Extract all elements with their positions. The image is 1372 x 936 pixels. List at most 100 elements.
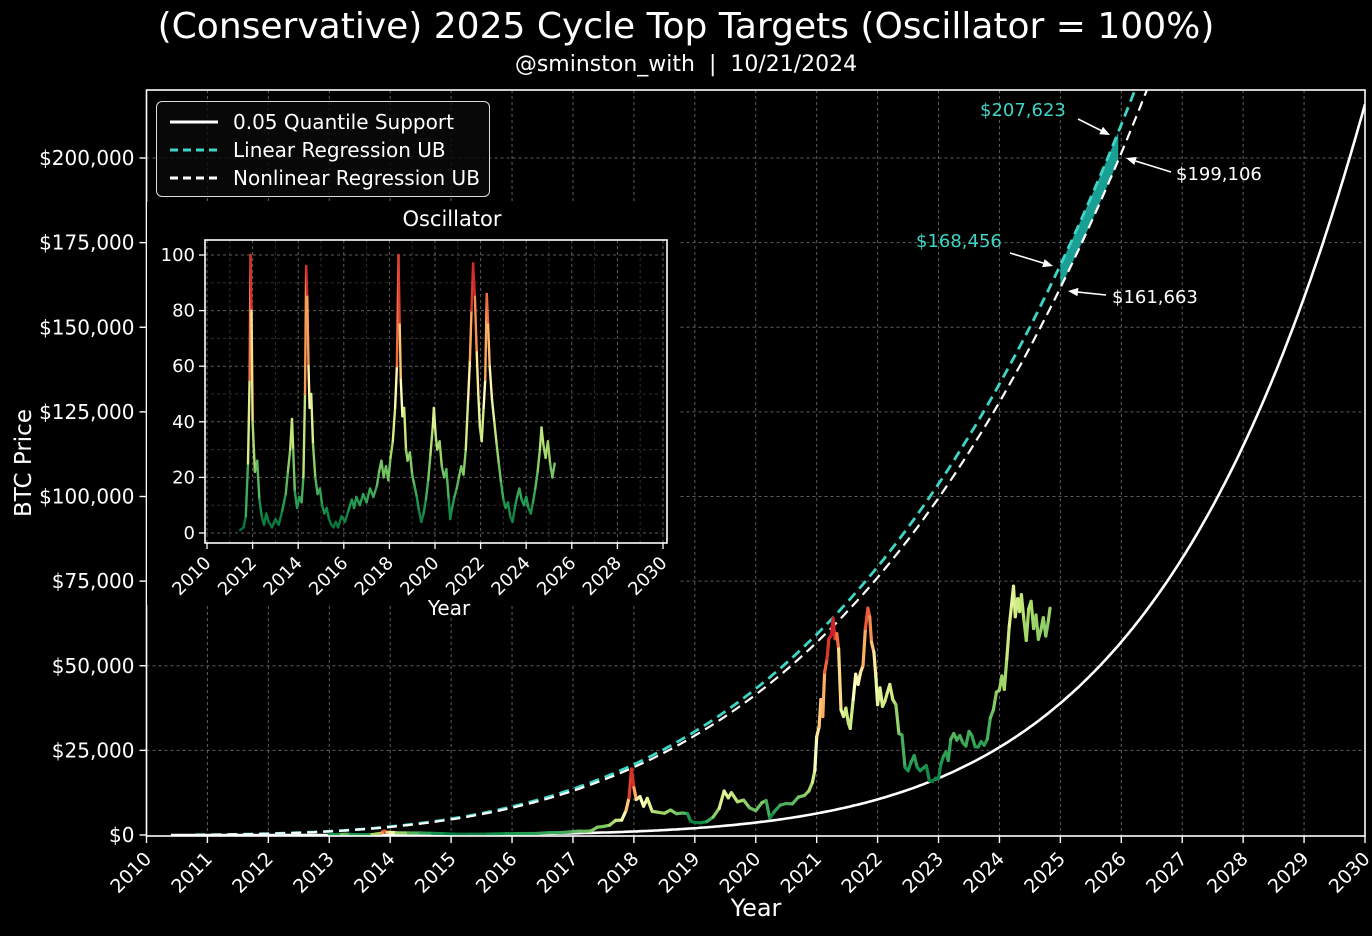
oscillator-line-segment xyxy=(244,462,250,518)
btc-price-line-segment xyxy=(629,767,636,790)
annotation-arrowhead xyxy=(1099,126,1110,135)
oscillator-line-segment xyxy=(438,440,443,468)
oscillator-line-segment xyxy=(497,462,503,485)
btc-price-line-segment xyxy=(900,733,907,769)
oscillator-line-segment xyxy=(546,440,552,465)
btc-price-line-segment xyxy=(534,831,551,836)
oscillator-line-segment xyxy=(415,495,421,512)
main-x-tick-label: 2019 xyxy=(655,848,705,898)
oscillator-line-segment xyxy=(529,501,535,515)
main-x-tick-label: 2020 xyxy=(716,848,766,898)
btc-price-line-segment xyxy=(869,640,876,654)
btc-price-line-segment xyxy=(822,657,829,675)
oscillator-line-segment xyxy=(486,323,491,368)
annotation-linear-ub-high: $207,623 xyxy=(980,100,1066,121)
oscillator-line-segment xyxy=(449,506,454,521)
chart-subtitle: @sminston_with | 10/21/2024 xyxy=(514,52,858,77)
main-y-tick-label: $125,000 xyxy=(39,400,134,424)
main-x-tick-label: 2017 xyxy=(533,848,583,898)
main-x-tick-label: 2011 xyxy=(167,848,217,898)
btc-price-line-segment xyxy=(964,729,971,748)
oscillator-line-segment xyxy=(513,495,519,510)
btc-price-line-segment xyxy=(559,829,575,835)
oscillator-line-segment xyxy=(306,295,310,368)
legend-line-solid-icon xyxy=(170,120,218,124)
btc-price-line-segment xyxy=(991,690,999,712)
oscillator-line-segment xyxy=(427,454,432,482)
main-y-tick-label: $25,000 xyxy=(52,738,135,762)
btc-price-line-segment xyxy=(711,806,721,819)
main-x-tick-label: 2030 xyxy=(1325,848,1372,898)
oscillator-line-segment xyxy=(403,406,408,451)
oscillator-line-segment xyxy=(343,509,350,524)
btc-price-line-segment xyxy=(1005,625,1011,661)
inset-y-tick-label: 0 xyxy=(184,523,195,544)
main-x-tick-label: 2015 xyxy=(411,848,461,898)
btc-price-line-segment xyxy=(1007,603,1014,629)
oscillator-line-segment xyxy=(495,442,500,465)
oscillator-line-segment xyxy=(258,498,263,518)
y-axis-label: BTC Price xyxy=(11,409,37,517)
main-x-tick-label: 2025 xyxy=(1020,848,1070,898)
oscillator-line-segment xyxy=(464,398,470,451)
oscillator-line-segment xyxy=(398,323,402,382)
oscillator-line-segment xyxy=(393,365,399,410)
annotation-arrow xyxy=(1009,252,1044,264)
oscillator-line-segment xyxy=(540,426,545,446)
inset-x-axis-label: Year xyxy=(427,596,471,620)
inset-plot-frame xyxy=(204,239,668,544)
oscillator-line-segment xyxy=(365,487,372,504)
oscillator-line-segment xyxy=(302,392,307,479)
annotation-arrowhead xyxy=(1068,287,1079,297)
btc-price-line-segment xyxy=(836,647,843,712)
oscillator-line-segment xyxy=(372,484,379,499)
legend: 0.05 Quantile Support Linear Regression … xyxy=(156,101,490,197)
oscillator-line-segment xyxy=(270,517,277,529)
main-x-tick-label: 2013 xyxy=(289,848,339,898)
btc-price-line-segment xyxy=(844,706,851,725)
oscillator-line-segment xyxy=(311,442,317,479)
btc-price-line-segment xyxy=(810,769,817,785)
oscillator-line-segment xyxy=(450,495,456,510)
legend-label: Nonlinear Regression UB xyxy=(233,166,480,190)
oscillator-line-segment xyxy=(375,470,381,487)
main-x-tick-label: 2022 xyxy=(837,848,887,898)
btc-price-line-segment xyxy=(764,798,772,820)
inset-y-tick-label: 20 xyxy=(172,467,195,488)
oscillator-line-segment xyxy=(256,459,261,501)
oscillator-line-segment xyxy=(471,262,477,298)
oscillator-line-segment xyxy=(305,264,309,298)
legend-line-cyan-dashed-icon xyxy=(170,148,218,152)
oscillator-line-segment xyxy=(429,426,434,457)
inset-y-tick-label: 40 xyxy=(172,412,195,433)
btc-price-line-segment xyxy=(624,796,631,813)
oscillator-line-segment xyxy=(413,484,418,499)
main-x-tick-label: 2029 xyxy=(1264,848,1314,898)
main-x-tick-label: 2021 xyxy=(776,848,826,898)
main-x-tick-label: 2018 xyxy=(594,848,644,898)
main-x-tick-label: 2024 xyxy=(959,848,1009,898)
oscillator-line-segment xyxy=(286,448,292,473)
btc-price-line-segment xyxy=(856,670,863,687)
oscillator-line-segment xyxy=(408,451,414,476)
btc-price-line-segment xyxy=(936,762,943,781)
btc-price-line-segment xyxy=(729,791,740,804)
btc-price-line-segment xyxy=(1044,620,1050,638)
oscillator-line-segment xyxy=(493,420,498,446)
oscillator-line-segment xyxy=(534,470,539,490)
btc-price-line-segment xyxy=(1046,606,1052,624)
btc-price-line-segment xyxy=(754,801,764,813)
main-x-tick-label: 2010 xyxy=(106,848,156,898)
oscillator-line-segment xyxy=(466,359,472,401)
btc-price-line-segment xyxy=(970,734,977,749)
main-y-tick-label: $100,000 xyxy=(39,485,134,509)
inset-y-tick-label: 100 xyxy=(161,245,195,266)
main-x-tick-label: 2027 xyxy=(1142,848,1192,898)
btc-price-line-segment xyxy=(815,725,821,739)
btc-price-line-segment xyxy=(946,737,953,763)
main-x-tick-label: 2014 xyxy=(350,848,400,898)
annotation-nonlinear-ub-high: $199,106 xyxy=(1176,164,1262,185)
oscillator-line-segment xyxy=(432,406,437,437)
oscillator-line-segment xyxy=(468,309,473,362)
